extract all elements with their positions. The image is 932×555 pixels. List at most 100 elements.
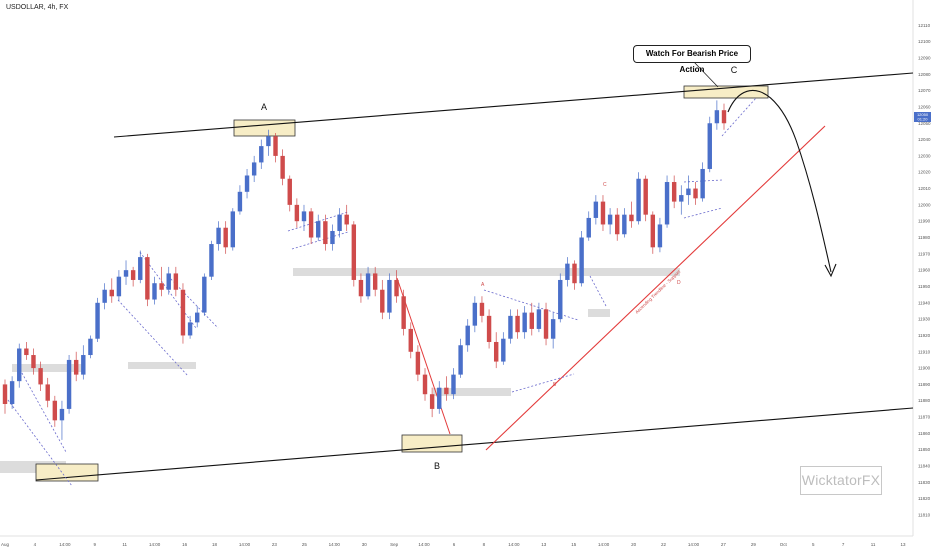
candle-body[interactable] bbox=[365, 273, 371, 297]
candle-body[interactable] bbox=[372, 273, 378, 290]
candle-body[interactable] bbox=[721, 110, 727, 124]
candle-body[interactable] bbox=[465, 325, 470, 346]
candle-body[interactable] bbox=[650, 214, 656, 248]
candle-body[interactable] bbox=[636, 178, 641, 222]
candle-body[interactable] bbox=[123, 270, 129, 277]
candle-body[interactable] bbox=[308, 211, 314, 238]
candle-body[interactable] bbox=[17, 348, 22, 382]
candle-body[interactable] bbox=[558, 279, 563, 320]
candle-body[interactable] bbox=[415, 351, 421, 375]
candle-body[interactable] bbox=[522, 312, 527, 333]
candle-body[interactable] bbox=[387, 279, 392, 313]
candle-body[interactable] bbox=[52, 400, 58, 421]
candle-body[interactable] bbox=[700, 168, 705, 199]
candle-body[interactable] bbox=[458, 345, 463, 375]
candle-body[interactable] bbox=[152, 283, 157, 300]
candle-body[interactable] bbox=[237, 191, 243, 212]
candle-body[interactable] bbox=[145, 257, 150, 300]
candle-body[interactable] bbox=[351, 224, 357, 280]
candle-body[interactable] bbox=[45, 384, 50, 401]
candle-body[interactable] bbox=[358, 279, 364, 297]
candle-body[interactable] bbox=[2, 384, 8, 405]
candle-body[interactable] bbox=[671, 182, 677, 202]
candle-body[interactable] bbox=[579, 237, 584, 284]
candle-body[interactable] bbox=[116, 276, 122, 297]
candle-body[interactable] bbox=[330, 230, 335, 245]
candle-body[interactable] bbox=[173, 273, 179, 290]
ascending-trendline[interactable] bbox=[485, 125, 826, 451]
candle-body[interactable] bbox=[429, 394, 435, 409]
candle-body[interactable] bbox=[714, 110, 720, 124]
candle-body[interactable] bbox=[316, 221, 321, 238]
candle-body[interactable] bbox=[615, 214, 620, 235]
candle-body[interactable] bbox=[180, 289, 186, 336]
candle-body[interactable] bbox=[529, 312, 534, 329]
candle-body[interactable] bbox=[244, 175, 250, 192]
channel-lower-line[interactable] bbox=[35, 407, 914, 481]
candle-body[interactable] bbox=[664, 182, 670, 225]
candle-body[interactable] bbox=[216, 227, 221, 245]
candle-body[interactable] bbox=[451, 374, 456, 395]
candle-body[interactable] bbox=[693, 188, 698, 199]
candle-body[interactable] bbox=[657, 224, 663, 248]
candle-body[interactable] bbox=[195, 312, 200, 323]
channel-upper-line[interactable] bbox=[113, 72, 914, 138]
candle-body[interactable] bbox=[444, 387, 449, 395]
candle-body[interactable] bbox=[81, 355, 86, 375]
candle-body[interactable] bbox=[408, 328, 413, 352]
candle-body[interactable] bbox=[501, 338, 506, 362]
candle-body[interactable] bbox=[707, 123, 712, 169]
candle-body[interactable] bbox=[159, 283, 164, 290]
candle-body[interactable] bbox=[31, 355, 36, 369]
candle-body[interactable] bbox=[686, 188, 691, 196]
candle-body[interactable] bbox=[337, 214, 342, 231]
candle-body[interactable] bbox=[266, 136, 271, 147]
candle-body[interactable] bbox=[643, 178, 648, 215]
candle-body[interactable] bbox=[543, 309, 549, 339]
candle-body[interactable] bbox=[394, 279, 399, 297]
candle-body[interactable] bbox=[130, 270, 136, 280]
candle-body[interactable] bbox=[437, 387, 442, 409]
candle-body[interactable] bbox=[9, 381, 15, 405]
candle-body[interactable] bbox=[73, 359, 79, 375]
candle-body[interactable] bbox=[301, 211, 307, 222]
candle-body[interactable] bbox=[166, 273, 171, 290]
candle-body[interactable] bbox=[607, 214, 613, 225]
candle-body[interactable] bbox=[550, 319, 556, 339]
candle-body[interactable] bbox=[380, 289, 385, 313]
candle-body[interactable] bbox=[600, 201, 606, 225]
candle-body[interactable] bbox=[622, 214, 627, 235]
candle-body[interactable] bbox=[593, 201, 599, 218]
candle-body[interactable] bbox=[230, 211, 236, 248]
candle-body[interactable] bbox=[323, 221, 328, 245]
candle-body[interactable] bbox=[422, 374, 428, 395]
candle-body[interactable] bbox=[493, 341, 499, 362]
candle-body[interactable] bbox=[344, 214, 349, 225]
candle-body[interactable] bbox=[95, 302, 100, 339]
candle-body[interactable] bbox=[66, 359, 72, 409]
candle-body[interactable] bbox=[565, 263, 570, 280]
candle-body[interactable] bbox=[223, 227, 228, 248]
candle-body[interactable] bbox=[515, 315, 520, 333]
candle-body[interactable] bbox=[629, 214, 634, 222]
candle-body[interactable] bbox=[679, 195, 684, 202]
time-axis[interactable]: Aug 4 14:00 9 11 14:00 16 18 14:00 23 25 14:00 30 Sep… bbox=[1, 542, 906, 547]
candle-body[interactable] bbox=[280, 155, 285, 179]
candle-body[interactable] bbox=[508, 315, 513, 339]
candle-body[interactable] bbox=[138, 257, 143, 280]
candle-body[interactable] bbox=[259, 146, 264, 163]
candle-body[interactable] bbox=[572, 263, 577, 284]
candle-body[interactable] bbox=[251, 162, 257, 176]
candle-body[interactable] bbox=[24, 348, 29, 356]
candle-body[interactable] bbox=[59, 408, 65, 421]
price-axis[interactable]: 12110 12100 12090 12080 12070 12060 12050 12040… bbox=[918, 23, 931, 518]
candle-body[interactable] bbox=[109, 289, 114, 297]
candle-body[interactable] bbox=[536, 309, 542, 329]
candle-body[interactable] bbox=[294, 204, 300, 222]
candle-body[interactable] bbox=[202, 276, 207, 313]
candle-body[interactable] bbox=[273, 136, 278, 156]
candle-body[interactable] bbox=[38, 368, 43, 385]
candle-body[interactable] bbox=[187, 322, 193, 336]
candle-body[interactable] bbox=[472, 302, 478, 326]
